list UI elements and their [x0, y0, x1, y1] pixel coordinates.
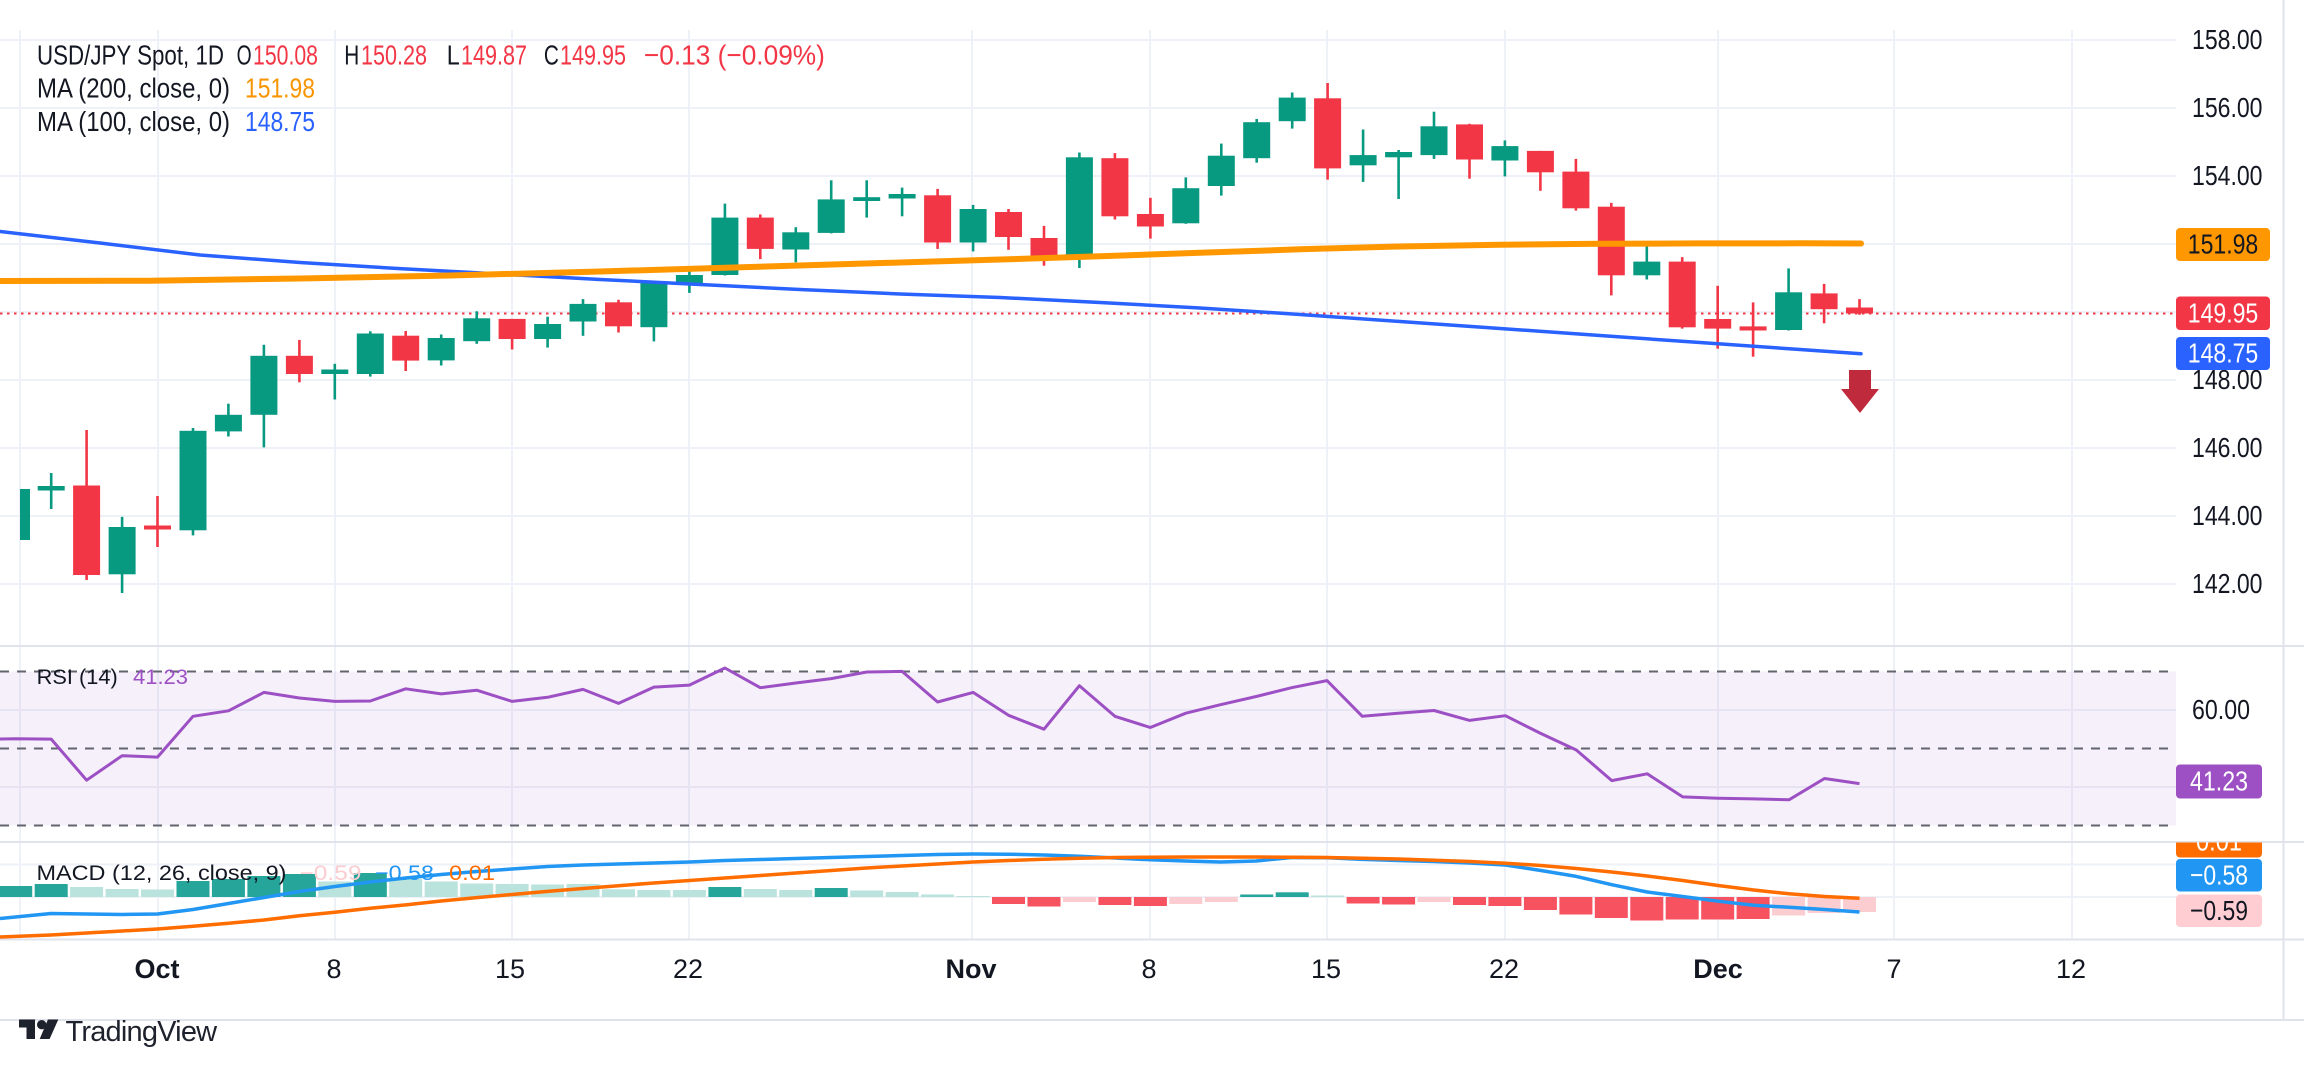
svg-text:Dec: Dec	[1693, 954, 1743, 984]
svg-text:Oct: Oct	[134, 954, 179, 984]
svg-text:149.87: 149.87	[461, 40, 527, 71]
svg-text:TradingView: TradingView	[66, 1016, 219, 1048]
svg-text:15: 15	[1311, 954, 1341, 984]
svg-text:22: 22	[673, 954, 703, 984]
svg-text:RSI (14): RSI (14)	[37, 666, 118, 689]
svg-text:41.23: 41.23	[2190, 766, 2248, 797]
svg-text:142.00: 142.00	[2192, 568, 2263, 599]
svg-text:8: 8	[326, 954, 341, 984]
svg-text:O: O	[237, 40, 252, 71]
svg-text:MACD (12, 26, close, 9): MACD (12, 26, close, 9)	[37, 862, 287, 885]
svg-text:C: C	[544, 40, 559, 71]
svg-text:151.98: 151.98	[2188, 229, 2259, 260]
svg-text:−0.13 (−0.09%): −0.13 (−0.09%)	[644, 40, 825, 71]
svg-text:MA (200, close, 0): MA (200, close, 0)	[37, 73, 230, 104]
svg-text:151.98: 151.98	[245, 73, 315, 104]
svg-text:41.23: 41.23	[133, 666, 188, 689]
svg-text:H: H	[344, 40, 359, 71]
svg-text:0.01: 0.01	[2196, 826, 2242, 857]
svg-text:144.00: 144.00	[2192, 500, 2263, 531]
svg-text:22: 22	[1489, 954, 1519, 984]
svg-text:L: L	[447, 40, 460, 71]
svg-text:154.00: 154.00	[2192, 160, 2263, 191]
svg-text:148.75: 148.75	[245, 106, 315, 137]
svg-text:0.01: 0.01	[449, 862, 495, 885]
svg-text:12: 12	[2056, 954, 2086, 984]
svg-text:146.00: 146.00	[2192, 432, 2263, 463]
svg-text:150.28: 150.28	[361, 40, 427, 71]
svg-text:−0.59: −0.59	[2190, 895, 2248, 926]
svg-text:148.75: 148.75	[2188, 338, 2259, 369]
svg-text:60.00: 60.00	[2192, 694, 2250, 725]
svg-text:149.95: 149.95	[2188, 297, 2259, 328]
svg-text:7: 7	[1886, 954, 1901, 984]
svg-text:USD/JPY Spot, 1D: USD/JPY Spot, 1D	[37, 40, 224, 71]
svg-text:MA (100, close, 0): MA (100, close, 0)	[37, 106, 230, 137]
svg-text:−0.58: −0.58	[375, 862, 434, 885]
svg-text:Nov: Nov	[945, 954, 996, 984]
svg-text:156.00: 156.00	[2192, 92, 2263, 123]
svg-text:−0.58: −0.58	[2190, 859, 2248, 890]
svg-text:150.08: 150.08	[253, 40, 318, 71]
svg-text:158.00: 158.00	[2192, 24, 2263, 55]
svg-text:149.95: 149.95	[560, 40, 626, 71]
svg-text:−0.59: −0.59	[300, 862, 362, 885]
svg-text:8: 8	[1141, 954, 1156, 984]
svg-text:15: 15	[495, 954, 525, 984]
